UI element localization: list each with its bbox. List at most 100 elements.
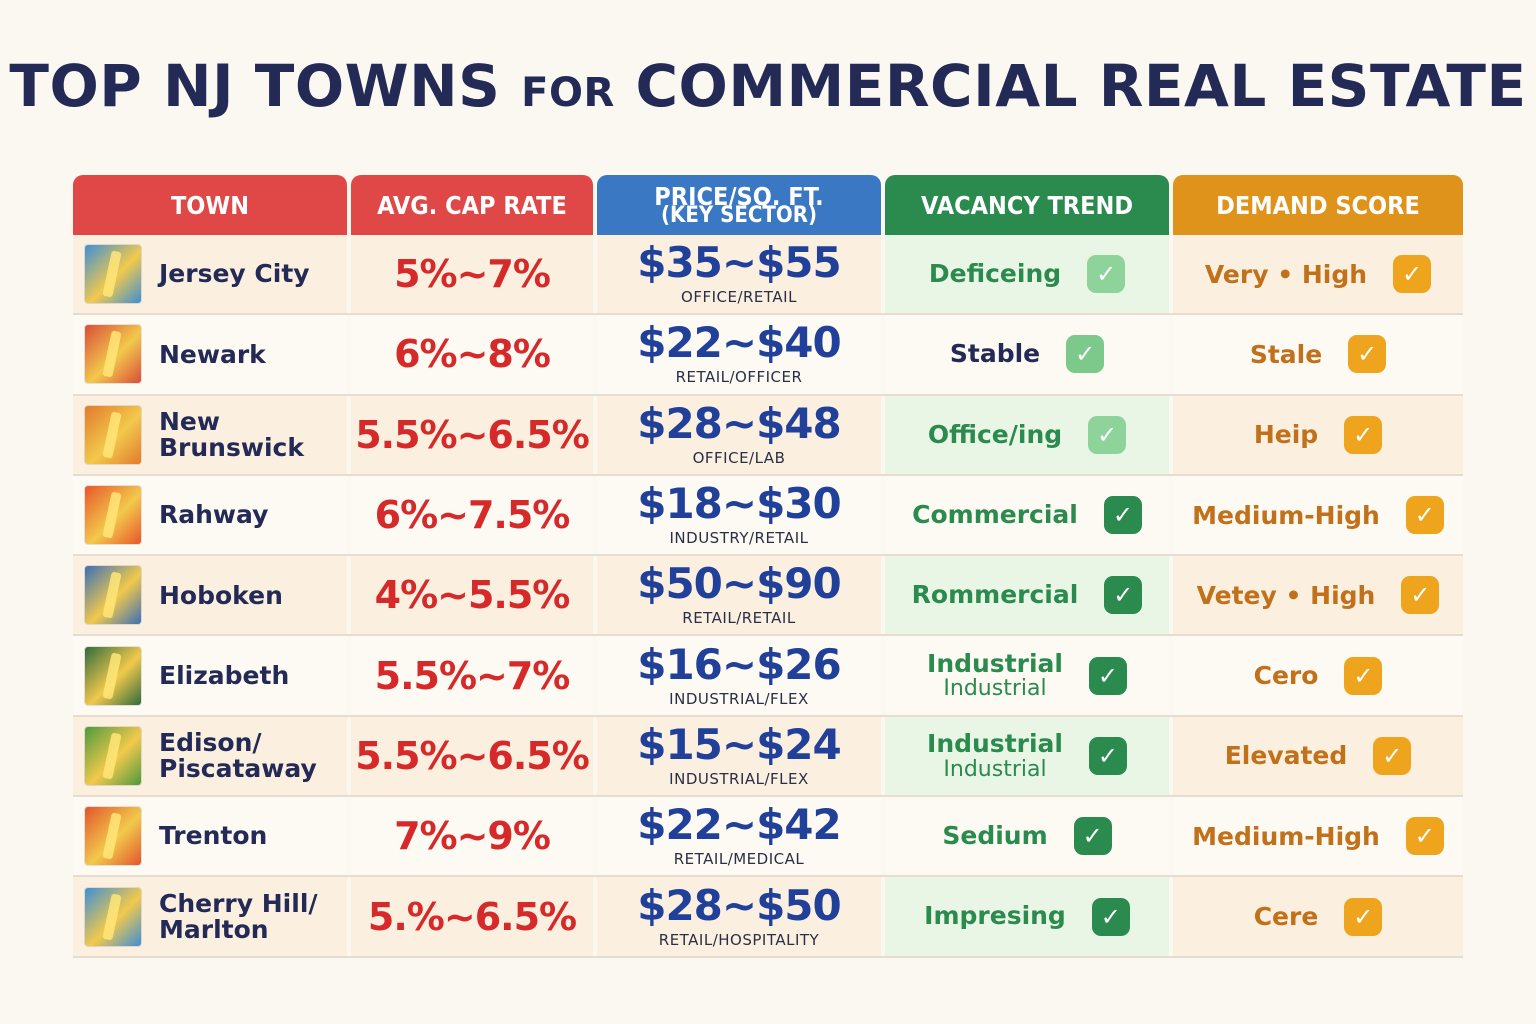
vacancy-cell: Deficeing ✓ [885, 235, 1169, 314]
vacancy-text: Stable [949, 339, 1041, 369]
cap-rate-value: 6%~8% [394, 332, 551, 377]
demand-cell: Heip ✓ [1173, 395, 1463, 474]
vacancy-line-1: Industrial [927, 648, 1063, 678]
vacancy-text: Deficeing [928, 259, 1062, 289]
cap-rate-value: 5%~7% [394, 252, 551, 297]
vacancy-line-1: Sedium [942, 821, 1048, 851]
header-town-label: TOWN [170, 190, 250, 220]
town-name: Jersey City [159, 261, 310, 287]
town-name-line-1: Edison/ [159, 728, 262, 758]
vacancy-cell: Stable ✓ [885, 315, 1169, 394]
price-sector: RETAIL/RETAIL [682, 609, 796, 628]
demand-value: Very • High [1204, 259, 1368, 289]
town-name: Cherry Hill/Marlton [159, 891, 318, 942]
town-name-line-1: Newark [159, 339, 266, 369]
town-cell: Edison/Piscataway [73, 716, 347, 796]
check-icon: ✓ [1405, 496, 1444, 535]
town-cell: Cherry Hill/Marlton [73, 877, 347, 956]
price-cell: $18~$30 INDUSTRY/RETAIL [597, 475, 881, 555]
check-icon: ✓ [1401, 576, 1440, 615]
town-flag-icon [85, 887, 141, 946]
demand-value: Vetey • High [1196, 580, 1376, 610]
demand-value: Medium-High [1192, 500, 1380, 530]
price-cell: $22~$40 RETAIL/OFFICER [597, 315, 881, 394]
vacancy-cell: Industrial Industrial ✓ [885, 636, 1169, 715]
cap-rate-cell: 5.%~6.5% [351, 877, 593, 956]
check-icon: ✓ [1348, 335, 1387, 374]
cap-rate-value: 5.5%~6.5% [355, 733, 590, 778]
table-row: New Brunswick 5.5%~6.5% $28~$48 OFFICE/LAB O… [73, 395, 1463, 476]
header-price: PRICE/SQ. FT. (KEY SECTOR) [597, 175, 881, 235]
price-value: $50~$90 [637, 559, 842, 609]
check-icon: ✓ [1373, 736, 1412, 775]
demand-cell: Elevated ✓ [1173, 716, 1463, 796]
vacancy-cell: Commercial ✓ [885, 475, 1169, 555]
town-cell: Newark [73, 315, 347, 394]
vacancy-line-1: Industrial [927, 729, 1063, 759]
price-sector: RETAIL/MEDICAL [673, 850, 805, 869]
price-sector: OFFICE/LAB [692, 448, 786, 467]
table-row: Newark 6%~8% $22~$40 RETAIL/OFFICER Stable ✓ S… [73, 315, 1463, 396]
town-name: New Brunswick [159, 409, 347, 460]
demand-cell: Very • High ✓ [1173, 235, 1463, 314]
price-value: $22~$42 [637, 800, 842, 850]
demand-cell: Vetey • High ✓ [1173, 556, 1463, 635]
table-row: Edison/Piscataway 5.5%~6.5% $15~$24 INDUSTR… [73, 716, 1463, 798]
table-row: Elizabeth 5.5%~7% $16~$26 INDUSTRIAL/FLEX In… [73, 636, 1463, 717]
cap-rate-cell: 5.5%~7% [351, 636, 593, 715]
town-name: Hoboken [159, 583, 283, 609]
cap-rate-value: 5.5%~6.5% [355, 412, 590, 457]
page-title: TOP NJ TOWNS FOR COMMERCIAL REAL ESTATE [0, 52, 1536, 120]
vacancy-text: Impresing [924, 903, 1066, 930]
header-price-sublabel: (KEY SECTOR) [660, 202, 818, 228]
price-value: $18~$30 [637, 479, 842, 529]
cap-rate-value: 4%~5.5% [374, 573, 571, 618]
check-icon: ✓ [1088, 736, 1127, 775]
price-sector: RETAIL/HOSPITALITY [658, 930, 820, 949]
cap-rate-value: 6%~7.5% [374, 493, 571, 538]
town-name: Trenton [159, 823, 267, 849]
town-name-line-1: Hoboken [159, 580, 283, 610]
table-row: Hoboken 4%~5.5% $50~$90 RETAIL/RETAIL Rommer… [73, 556, 1463, 637]
check-icon: ✓ [1066, 335, 1105, 374]
town-flag-icon [85, 566, 141, 625]
town-cell: Trenton [73, 797, 347, 876]
header-demand: DEMAND SCORE [1173, 175, 1463, 235]
cap-rate-cell: 6%~8% [351, 315, 593, 394]
price-value: $15~$24 [637, 719, 842, 769]
demand-value: Heip [1253, 420, 1319, 450]
title-part-2: FOR [521, 70, 615, 116]
price-sector: INDUSTRY/RETAIL [669, 529, 809, 548]
demand-value: Elevated [1224, 741, 1348, 771]
vacancy-cell: Sedium ✓ [885, 797, 1169, 876]
demand-cell: Cere ✓ [1173, 877, 1463, 956]
check-icon: ✓ [1393, 255, 1432, 294]
price-value: $16~$26 [637, 639, 842, 689]
price-cell: $50~$90 RETAIL/RETAIL [597, 556, 881, 635]
check-icon: ✓ [1073, 817, 1112, 856]
vacancy-line-2: Industrial [943, 756, 1047, 782]
price-value: $28~$48 [637, 398, 842, 448]
check-icon: ✓ [1405, 817, 1444, 856]
town-name-line-1: Rahway [159, 500, 269, 530]
cap-rate-cell: 7%~9% [351, 797, 593, 876]
town-name-line-1: New Brunswick [159, 407, 304, 462]
vacancy-line-1: Rommercial [911, 580, 1079, 610]
check-icon: ✓ [1091, 897, 1130, 936]
town-flag-icon [85, 245, 141, 304]
demand-value: Cero [1253, 661, 1319, 691]
vacancy-line-1: Deficeing [928, 259, 1062, 289]
town-name: Edison/Piscataway [159, 730, 317, 781]
cap-rate-cell: 5.5%~6.5% [351, 395, 593, 474]
price-cell: $28~$48 OFFICE/LAB [597, 395, 881, 474]
demand-cell: Medium-High ✓ [1173, 475, 1463, 555]
town-name: Rahway [159, 502, 268, 528]
cap-rate-cell: 4%~5.5% [351, 556, 593, 635]
vacancy-text: Industrial Industrial [927, 648, 1063, 700]
vacancy-text: Sedium [942, 821, 1048, 851]
price-value: $28~$50 [637, 880, 842, 930]
vacancy-line-1: Stable [949, 339, 1041, 369]
table-row: Rahway 6%~7.5% $18~$30 INDUSTRY/RETAIL Comme… [73, 475, 1463, 557]
vacancy-line-1: Commercial [912, 499, 1078, 529]
vacancy-text: Industrial Industrial [927, 729, 1063, 782]
